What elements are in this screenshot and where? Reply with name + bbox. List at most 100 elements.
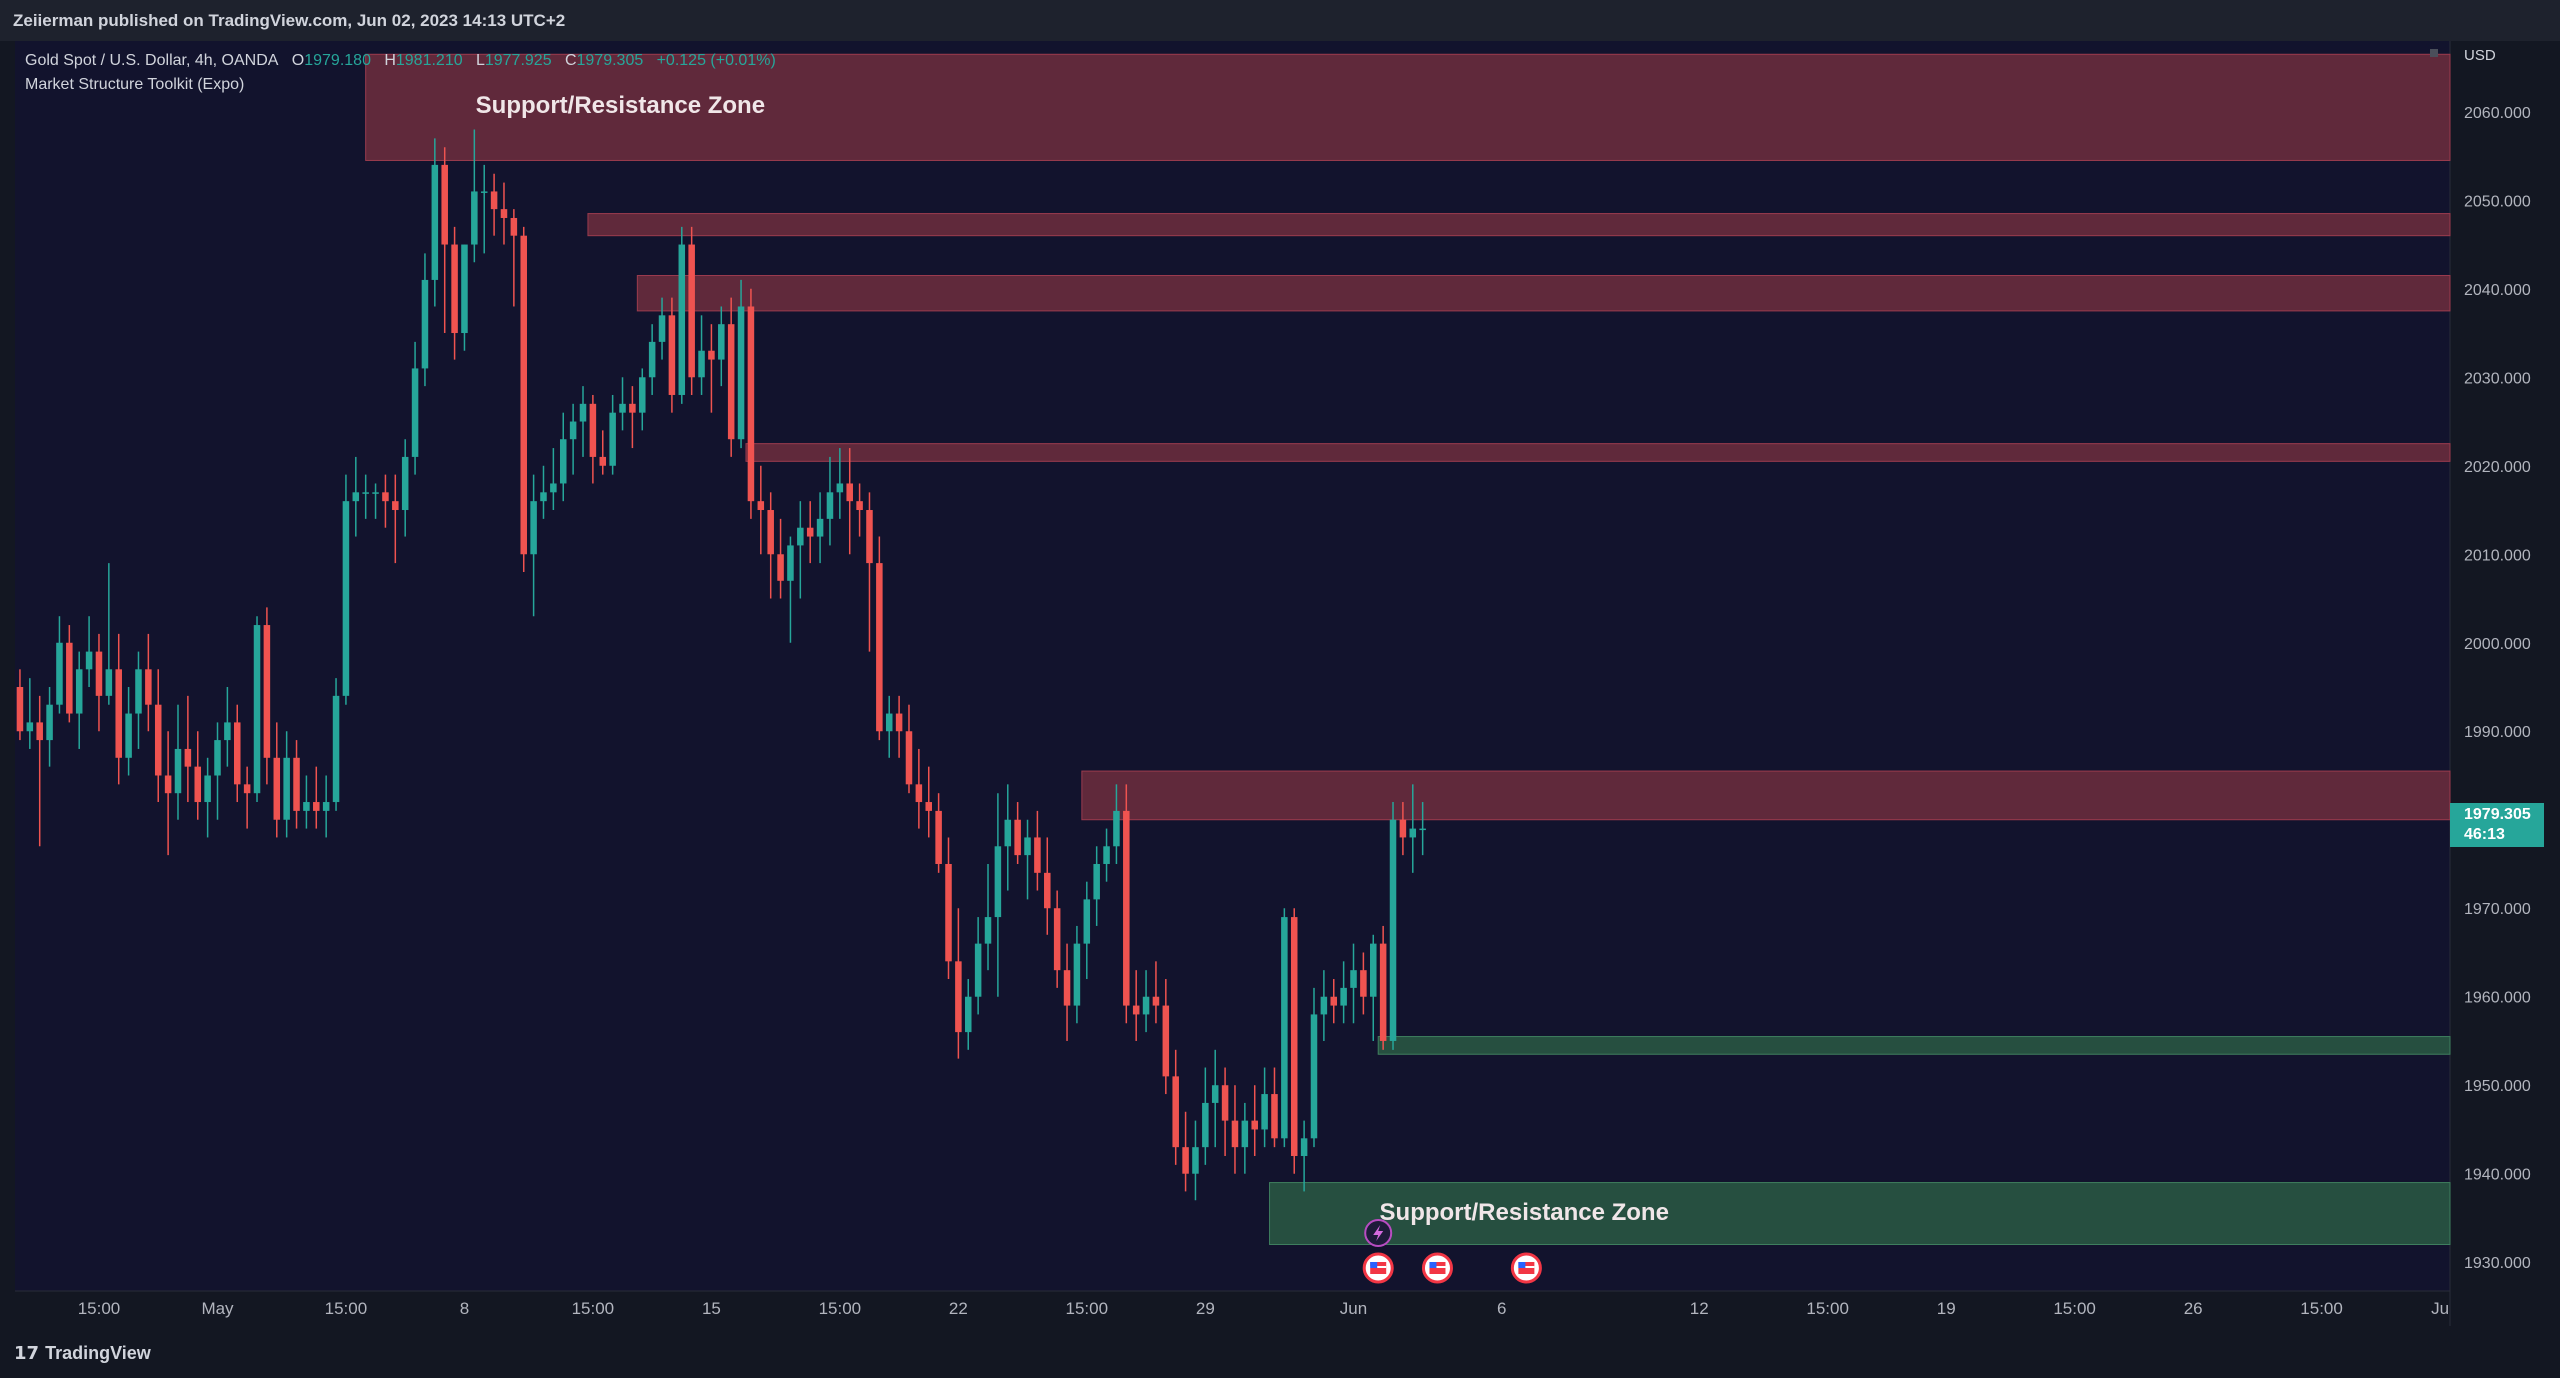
candle-up[interactable] bbox=[75, 669, 83, 714]
candle-down[interactable] bbox=[66, 642, 73, 714]
candle-up[interactable] bbox=[1073, 943, 1081, 1006]
candle-up[interactable] bbox=[1211, 1085, 1219, 1103]
candle-up[interactable] bbox=[411, 368, 419, 457]
candle-up[interactable] bbox=[826, 492, 834, 519]
price-axis[interactable] bbox=[2450, 41, 2545, 1326]
candle-up[interactable] bbox=[836, 483, 844, 493]
candle-down[interactable] bbox=[876, 563, 883, 732]
candle-down[interactable] bbox=[184, 748, 192, 767]
candle-down[interactable] bbox=[1231, 1120, 1239, 1148]
candle-down[interactable] bbox=[767, 510, 774, 555]
candle-down[interactable] bbox=[895, 713, 903, 732]
candle-down[interactable] bbox=[1399, 819, 1407, 838]
candle-down[interactable] bbox=[757, 501, 765, 511]
candle-down[interactable] bbox=[293, 757, 300, 811]
candle-down[interactable] bbox=[1330, 996, 1338, 1006]
candle-up[interactable] bbox=[1083, 899, 1091, 944]
resistance-zone[interactable] bbox=[1081, 770, 2451, 821]
candle-up[interactable] bbox=[648, 341, 656, 378]
candle-up[interactable] bbox=[1261, 1094, 1268, 1130]
candle-up[interactable] bbox=[303, 802, 310, 811]
candle-down[interactable] bbox=[273, 757, 281, 820]
candle-down[interactable] bbox=[1014, 819, 1021, 856]
resistance-zone[interactable] bbox=[745, 443, 2451, 462]
candle-down[interactable] bbox=[154, 704, 162, 776]
candle-up[interactable] bbox=[1320, 996, 1328, 1015]
candle-down[interactable] bbox=[1360, 970, 1367, 997]
plot-area[interactable] bbox=[15, 41, 2450, 1291]
candle-down[interactable] bbox=[1123, 810, 1130, 1006]
candle-up[interactable] bbox=[1340, 987, 1347, 1006]
candle-down[interactable] bbox=[441, 164, 448, 245]
candle-up[interactable] bbox=[174, 748, 182, 794]
candle-up[interactable] bbox=[698, 350, 705, 378]
candle-down[interactable] bbox=[589, 403, 597, 457]
candle-down[interactable] bbox=[1182, 1147, 1189, 1174]
candle-down[interactable] bbox=[1271, 1094, 1278, 1139]
candle-up[interactable] bbox=[540, 492, 547, 502]
candle-down[interactable] bbox=[1152, 996, 1160, 1006]
candle-down[interactable] bbox=[1290, 917, 1298, 1157]
candle-down[interactable] bbox=[115, 669, 122, 758]
candle-up[interactable] bbox=[1024, 837, 1031, 856]
candle-up[interactable] bbox=[1192, 1147, 1199, 1174]
candle-up[interactable] bbox=[1093, 863, 1100, 900]
candle-up[interactable] bbox=[362, 492, 369, 494]
candle-down[interactable] bbox=[935, 810, 942, 864]
tradingview-logo[interactable]: 𝟭𝟳 TradingView bbox=[14, 1343, 151, 1364]
indicator-title[interactable]: Market Structure Toolkit (Expo) bbox=[25, 76, 245, 93]
candle-down[interactable] bbox=[95, 651, 103, 696]
candle-up[interactable] bbox=[26, 722, 34, 732]
candle-up[interactable] bbox=[559, 439, 567, 484]
candle-up[interactable] bbox=[105, 669, 113, 696]
resistance-zone[interactable] bbox=[587, 213, 2451, 237]
candle-up[interactable] bbox=[224, 722, 231, 741]
candle-up[interactable] bbox=[1103, 846, 1110, 864]
candle-down[interactable] bbox=[1162, 1005, 1170, 1077]
candle-down[interactable] bbox=[1053, 908, 1061, 971]
candle-up[interactable] bbox=[352, 492, 360, 502]
candle-up[interactable] bbox=[984, 917, 992, 944]
candle-down[interactable] bbox=[1063, 970, 1071, 1006]
candle-up[interactable] bbox=[1142, 996, 1150, 1015]
candle-up[interactable] bbox=[609, 412, 616, 466]
candle-up[interactable] bbox=[1389, 819, 1397, 1041]
candle-up[interactable] bbox=[1370, 943, 1377, 997]
candle-up[interactable] bbox=[974, 943, 982, 997]
candle-down[interactable] bbox=[194, 766, 202, 803]
candle-up[interactable] bbox=[550, 483, 557, 493]
candle-down[interactable] bbox=[520, 235, 527, 555]
candle-up[interactable] bbox=[1310, 1014, 1318, 1139]
candle-up[interactable] bbox=[342, 501, 350, 696]
candle-up[interactable] bbox=[431, 164, 439, 280]
candle-up[interactable] bbox=[214, 740, 221, 776]
candle-up[interactable] bbox=[639, 377, 646, 413]
candle-down[interactable] bbox=[945, 863, 952, 962]
candle-up[interactable] bbox=[994, 846, 1002, 918]
candle-down[interactable] bbox=[905, 731, 913, 785]
candle-up[interactable] bbox=[56, 642, 63, 705]
candle-down[interactable] bbox=[846, 483, 853, 502]
candle-up[interactable] bbox=[797, 527, 804, 546]
candle-up[interactable] bbox=[718, 324, 725, 360]
resistance-zone[interactable] bbox=[636, 275, 2451, 312]
candle-down[interactable] bbox=[1379, 943, 1387, 1041]
candle-up[interactable] bbox=[787, 545, 794, 581]
candle-up[interactable] bbox=[1409, 828, 1417, 838]
candle-down[interactable] bbox=[451, 244, 458, 334]
candle-down[interactable] bbox=[915, 784, 923, 803]
candle-down[interactable] bbox=[856, 501, 863, 511]
candle-up[interactable] bbox=[253, 625, 261, 794]
candle-up[interactable] bbox=[1113, 810, 1120, 847]
candle-down[interactable] bbox=[145, 669, 152, 705]
candle-up[interactable] bbox=[46, 704, 53, 741]
candle-down[interactable] bbox=[313, 802, 320, 811]
candle-down[interactable] bbox=[243, 784, 251, 794]
candle-down[interactable] bbox=[727, 324, 735, 440]
candle-up[interactable] bbox=[1202, 1102, 1209, 1148]
candle-up[interactable] bbox=[579, 403, 587, 422]
candle-down[interactable] bbox=[234, 722, 241, 785]
candle-down[interactable] bbox=[668, 315, 676, 395]
candle-up[interactable] bbox=[678, 244, 686, 395]
candle-up[interactable] bbox=[322, 802, 330, 811]
